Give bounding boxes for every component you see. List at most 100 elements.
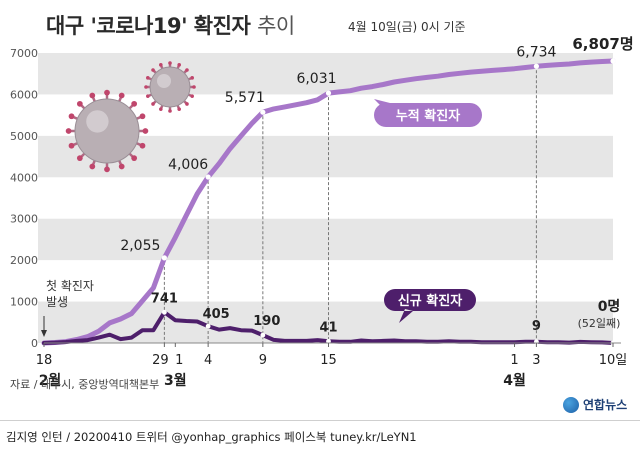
x-tick-label: 1 [510,353,518,368]
virus-body [74,98,140,164]
virus-spike-tip [89,163,96,170]
virus-spike-tip [68,113,75,120]
virus-spike-tip [142,128,149,134]
zero-days-note: (52일째) [578,316,621,330]
daily-value-label: 190 [253,314,280,329]
title-main: 대구 '코로나19' 확진자 [46,14,251,38]
virus-spike-tip [151,68,155,72]
x-month-label: 4월 [503,372,526,389]
cumulative-marker [260,109,266,115]
x-month-label: 2월 [39,372,62,389]
virus-spike-tip [118,163,125,170]
first-case-arrowhead [41,330,47,337]
virus-spike-tip [68,142,75,149]
cumulative-marker [325,90,332,96]
title-suffix: 추이 [257,14,295,38]
cumulative-value-label: 2,055 [120,238,160,254]
virus-spike-tip [139,113,146,120]
virus-spike-tip [177,107,181,111]
virus-spike-tip [159,107,163,111]
first-case-label: 발생 [46,295,68,309]
virus-spike-tip [168,61,172,65]
cumulative-marker [205,174,211,180]
coronavirus-icon [144,61,196,113]
x-tick-label: 9 [259,353,267,368]
daily-marker [205,323,211,329]
logo-text: 연합뉴스 [583,398,628,412]
virus-spike-tip [76,100,83,107]
daily-value-label: 741 [151,291,178,306]
cumulative-badge-label: 누적 확진자 [396,108,460,124]
byline-bar: 김지영 인턴 / 20200410 트위터 @yonhap_graphics 페… [0,420,640,451]
y-tick-label: 3000 [10,213,38,226]
y-tick-label: 7000 [10,47,38,60]
virus-spike-tip [89,92,96,99]
byline-text: 김지영 인턴 / 20200410 트위터 @yonhap_graphics 페… [6,430,417,444]
y-tick-label: 5000 [10,130,38,143]
source-note: 자료 / 대구시, 중앙방역대책본부 [10,378,160,391]
x-tick-label: 18 [36,353,53,368]
virus-illustrations [65,61,196,173]
y-tick-label: 0 [31,337,38,350]
y-tick-label: 6000 [10,88,38,101]
x-tick-label: 15 [320,353,337,368]
globe-icon [563,396,579,413]
guide-lines [41,70,537,343]
virus-spike-tip [185,102,189,106]
daily-value-label: 41 [319,320,337,335]
virus-spike-tip [190,76,194,80]
daily-badge [384,289,476,323]
grid-bands [38,53,613,343]
coronavirus-icon [65,89,149,173]
virus-spike-tip [192,85,196,89]
grid-band [38,53,613,95]
daily-marker [260,332,266,338]
cumulative-value-label: 5,571 [225,90,265,106]
y-tick-label: 2000 [10,254,38,267]
x-tick-label: 1 [175,353,183,368]
x-month-label: 3월 [164,372,187,389]
virus-spike-tip [144,85,148,89]
daily-value-label: 9 [532,319,541,334]
publisher-logo: 연합뉴스 [563,396,627,413]
virus-spike-tip [159,63,163,67]
virus-spike-tip [104,89,110,96]
daily-badge-label: 신규 확진자 [398,293,462,309]
virus-spike-tip [146,94,150,98]
virus-highlight [86,110,109,133]
daily-marker [161,309,167,315]
page-title: 대구 '코로나19' 확진자 추이 [46,10,295,40]
virus-spike-tip [131,100,138,107]
x-tick-label: 4 [204,353,212,368]
virus-spike-tip [139,142,146,149]
y-tick-label: 1000 [10,296,38,309]
virus-spike-tip [65,128,72,134]
cumulative-value-label: 6,807명 [572,35,633,53]
cumulative-value-label: 6,734 [516,44,556,60]
virus-body [149,66,191,108]
cumulative-badge [374,99,482,127]
cumulative-marker [533,63,540,69]
y-axis: 0 1000 2000 3000 4000 5000 6000 7000 [10,47,38,350]
virus-spike-tip [118,92,125,99]
x-tick-label: 10일 [599,353,628,368]
daily-value-label: 405 [203,307,230,322]
virus-spike-tip [104,166,110,173]
virus-spike-tip [131,155,138,162]
y-tick-label: 4000 [10,171,38,184]
x-tick-label: 29 [152,353,169,368]
as-of-date: 4월 10일(금) 0시 기준 [348,20,466,34]
virus-spike-tip [185,68,189,72]
virus-spike-tip [146,76,150,80]
virus-spike-tip [151,102,155,106]
virus-highlight [157,74,171,88]
virus-spike-tip [76,155,83,162]
virus-spike-tip [190,94,194,98]
first-case-label: 첫 확진자 [46,279,94,293]
x-tick-label: 3 [532,353,540,368]
virus-spike-tip [168,109,172,113]
cumulative-value-label: 4,006 [168,157,208,173]
grid-band [38,218,613,261]
